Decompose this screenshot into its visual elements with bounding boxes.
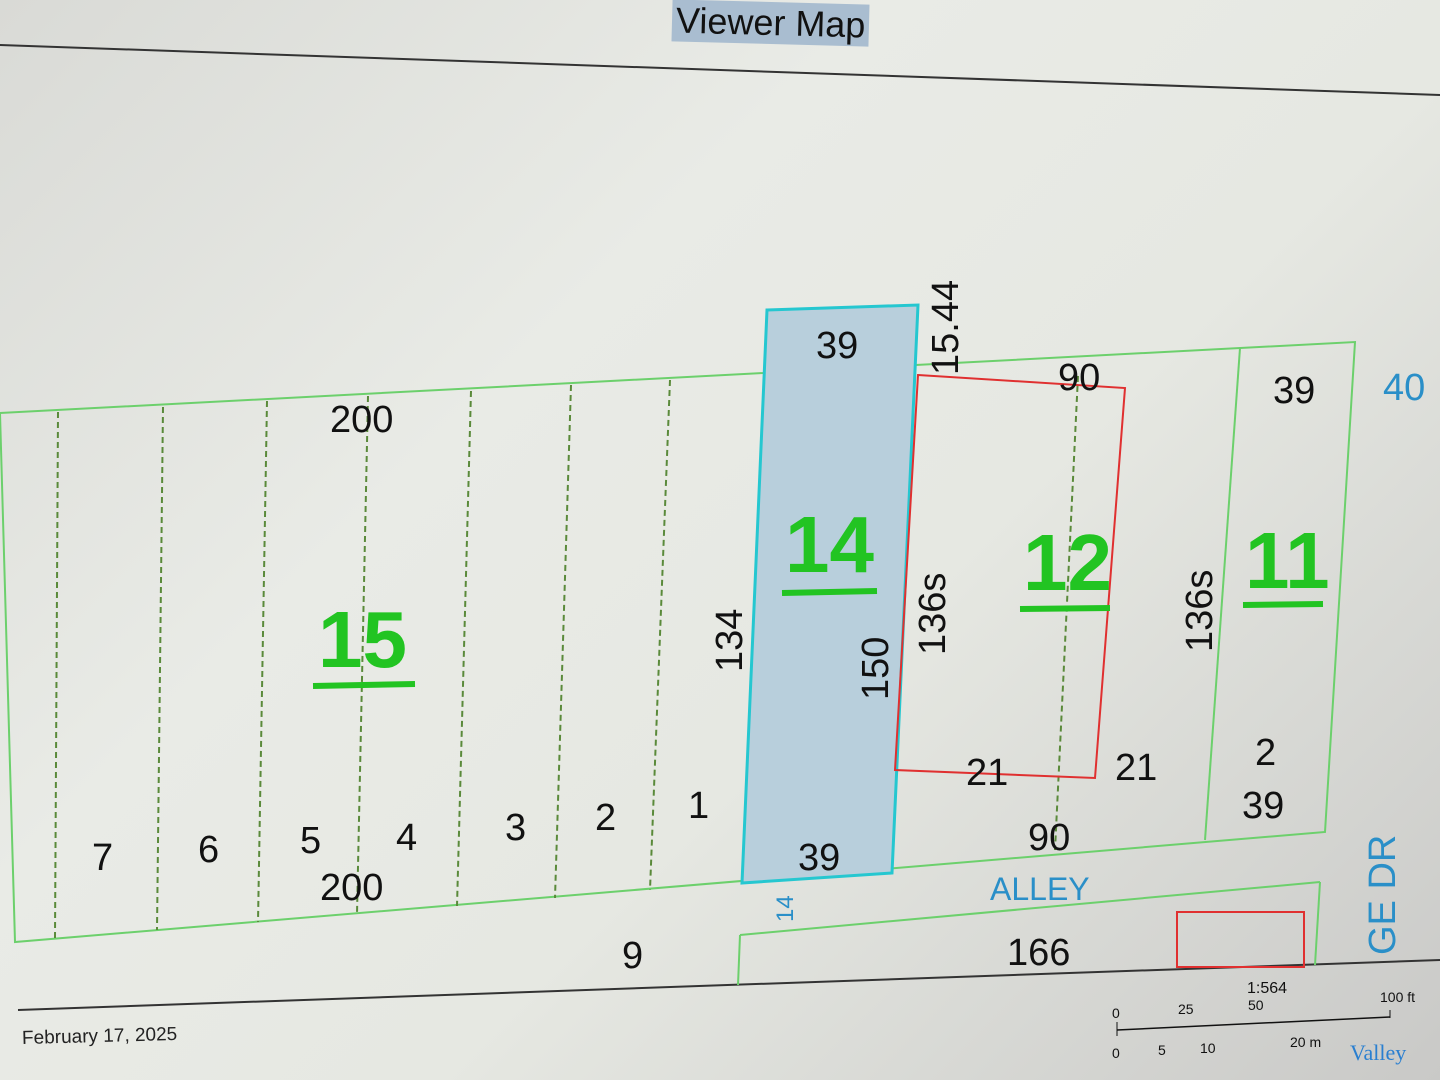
- dim-top-200: 200: [330, 399, 393, 441]
- dim-21-left: 21: [966, 752, 1008, 794]
- valley-logo: Valley: [1350, 1040, 1407, 1065]
- dim-134: 134: [709, 609, 751, 672]
- dim-2: 2: [1255, 732, 1276, 774]
- lot-12-label: 12: [1023, 518, 1112, 607]
- dim-166: 166: [1007, 932, 1070, 974]
- dim-right-39-bottom: 39: [1242, 785, 1284, 827]
- alley-line: [739, 881, 1321, 936]
- dim-136s-left: 136s: [912, 573, 954, 655]
- dim-136s-right: 136s: [1179, 570, 1221, 652]
- dim-21-right: 21: [1115, 747, 1157, 789]
- sublot-4: 4: [396, 817, 417, 859]
- scale-bar: 1:564 0 25 50 100 ft 0 5 10 20 m: [1112, 980, 1415, 1061]
- dim-bottom-200: 200: [320, 867, 383, 909]
- scale-m-10: 10: [1200, 1040, 1216, 1056]
- dim-top-39: 39: [816, 325, 858, 367]
- dim-right-39-top: 39: [1273, 370, 1315, 412]
- alley-end: [1314, 881, 1321, 966]
- alley-label: ALLEY: [990, 871, 1090, 907]
- sublot-7: 7: [92, 837, 113, 879]
- scale-ft-50: 50: [1248, 997, 1264, 1013]
- lot9-boundary: [737, 934, 741, 986]
- dim-top-90: 90: [1058, 357, 1100, 399]
- scale-m-5: 5: [1158, 1042, 1166, 1058]
- scale-ratio: 1:564: [1247, 980, 1287, 997]
- lot-9-label: 9: [622, 935, 643, 977]
- sublot-5: 5: [300, 820, 321, 862]
- scale-ft-0: 0: [1112, 1005, 1120, 1021]
- scale-m-20: 20 m: [1290, 1034, 1321, 1050]
- dim-bottom-90: 90: [1028, 817, 1070, 859]
- sublot-3: 3: [505, 807, 526, 849]
- scale-ft-25: 25: [1178, 1001, 1194, 1017]
- map-frame-bottom: [17, 959, 1440, 1011]
- scale-m-0: 0: [1112, 1045, 1120, 1061]
- dim-150: 150: [855, 637, 897, 700]
- sublot-1: 1: [688, 785, 709, 827]
- street-label-ge-dr: GE DR: [1362, 835, 1404, 955]
- parcel-12-selection[interactable]: [893, 373, 1127, 780]
- small-14-label: 14: [772, 895, 799, 922]
- lot11-boundary: [1204, 347, 1241, 841]
- red-parcel-bottom: [1176, 911, 1305, 968]
- dim-15-44: 15.44: [925, 280, 967, 375]
- sublot-2: 2: [595, 797, 616, 839]
- lot-11-label: 11: [1245, 516, 1330, 605]
- sublot-6: 6: [198, 829, 219, 871]
- map-frame-top: [0, 44, 1440, 96]
- map-date: February 17, 2025: [21, 1023, 178, 1050]
- lot-15-label: 15: [318, 595, 407, 684]
- scale-ft-100: 100 ft: [1380, 989, 1415, 1005]
- dim-bottom-39: 39: [798, 837, 840, 879]
- parcel-40-label: 40: [1383, 367, 1425, 409]
- sublot-lines: [54, 375, 1079, 939]
- lot-14-label: 14: [785, 500, 874, 589]
